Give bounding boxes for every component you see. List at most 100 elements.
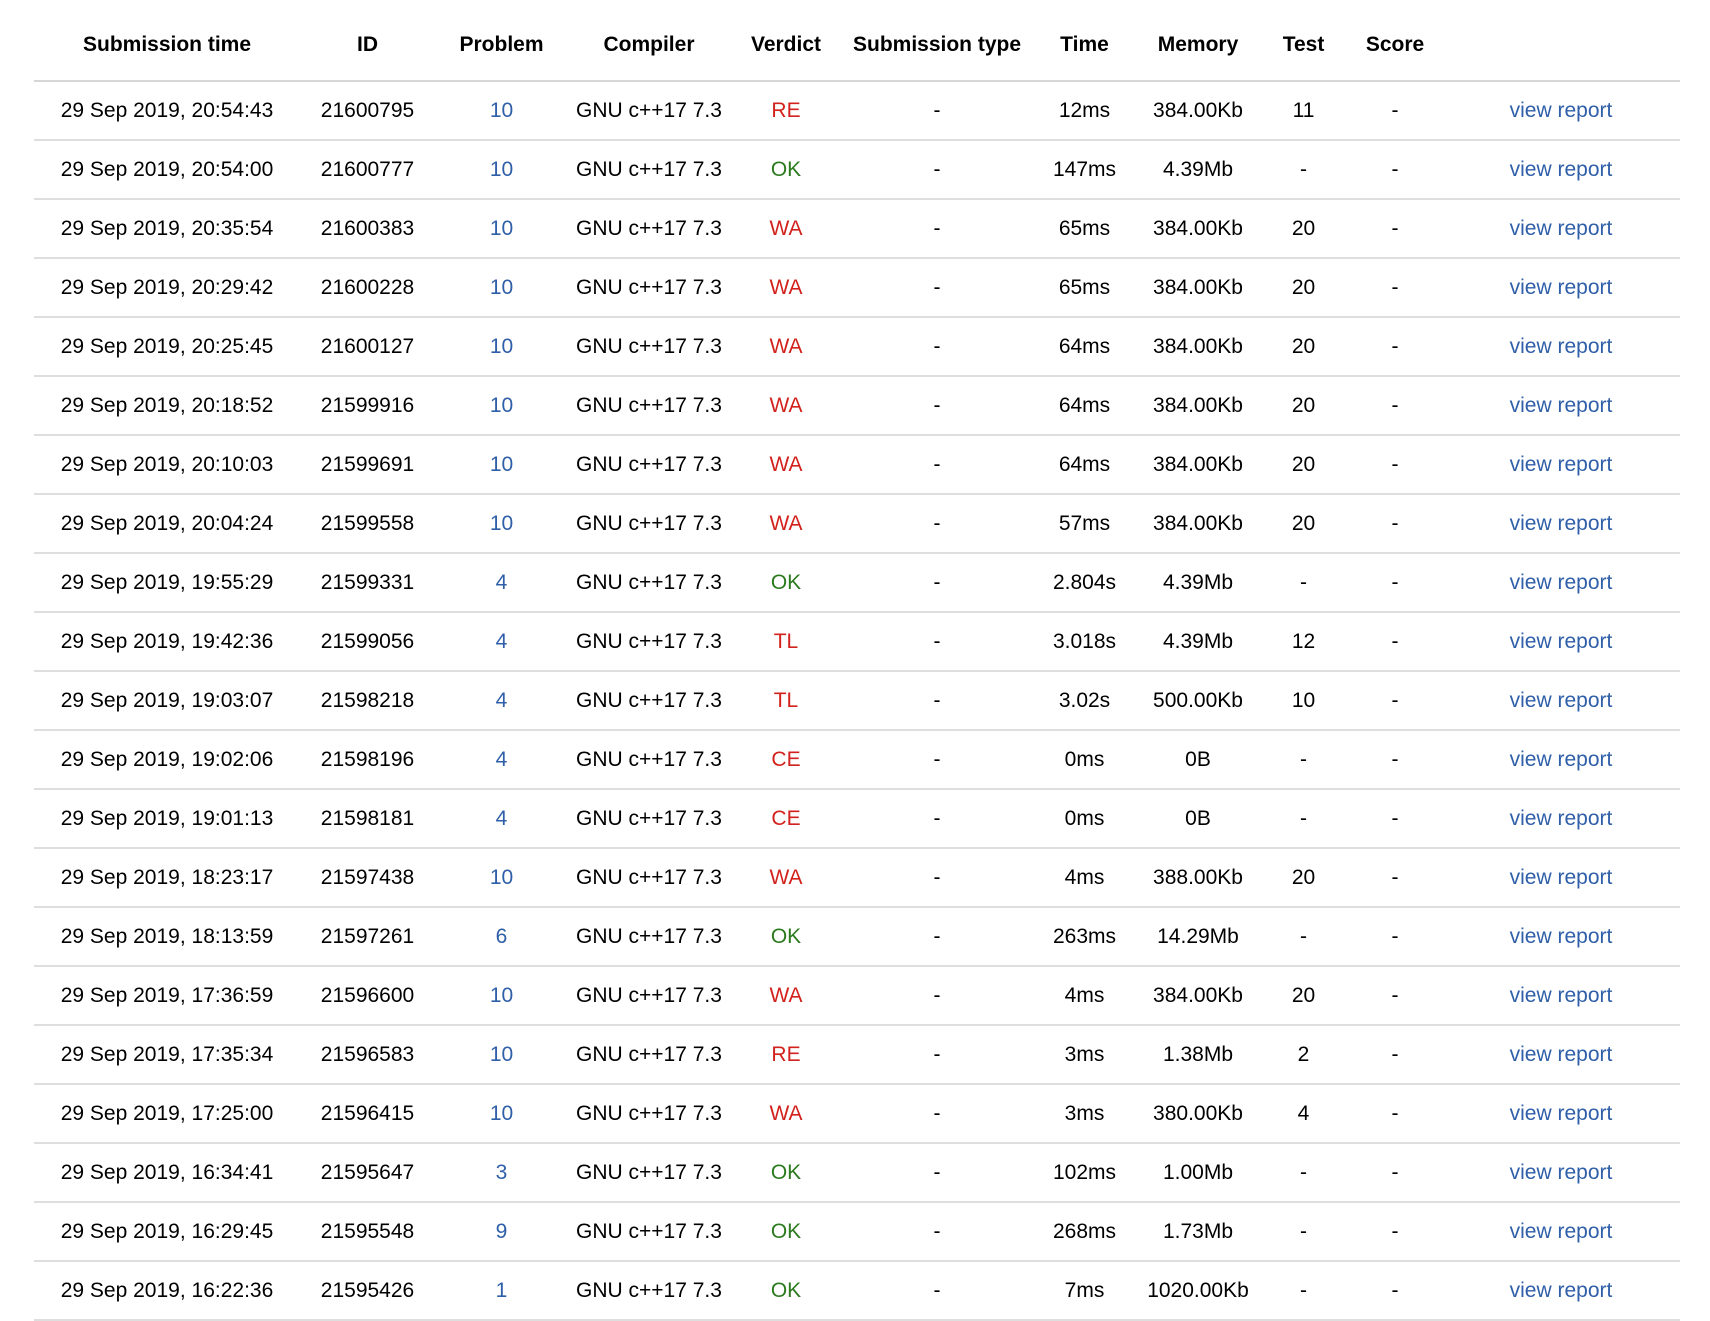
submission-id-cell: 21599056 [300,612,435,672]
submission-id-cell: 21598196 [300,730,435,790]
problem-link[interactable]: 10 [435,494,568,554]
table-row: 29 Sep 2019, 17:35:34 21596583 10 GNU c++17… [34,1025,1680,1085]
view-report-link[interactable]: view report [1442,671,1680,731]
compiler-cell: GNU c++17 7.3 [568,1261,730,1321]
problem-link[interactable]: 10 [435,435,568,495]
problem-link[interactable]: 9 [435,1202,568,1262]
test-cell: - [1259,1143,1348,1203]
verdict-cell: OK [730,140,842,200]
submission-id-cell: 21599916 [300,376,435,436]
submission-type-cell: - [842,81,1032,141]
score-cell: - [1348,199,1442,259]
view-report-link[interactable]: view report [1442,789,1680,849]
table-row: 29 Sep 2019, 20:35:54 21600383 10 GNU c++17… [34,199,1680,259]
submission-type-cell: - [842,1143,1032,1203]
compiler-cell: GNU c++17 7.3 [568,553,730,613]
view-report-link[interactable]: view report [1442,376,1680,436]
problem-link[interactable]: 10 [435,376,568,436]
problem-link[interactable]: 10 [435,1084,568,1144]
submission-time-cell: 29 Sep 2019, 18:13:59 [34,907,300,967]
view-report-link[interactable]: view report [1442,258,1680,318]
view-report-link[interactable]: view report [1442,317,1680,377]
view-report-link[interactable]: view report [1442,1261,1680,1321]
verdict-cell: RE [730,81,842,141]
submission-time-cell: 29 Sep 2019, 19:02:06 [34,730,300,790]
problem-link[interactable]: 4 [435,612,568,672]
submission-type-cell: - [842,612,1032,672]
compiler-cell: GNU c++17 7.3 [568,140,730,200]
submission-type-cell: - [842,730,1032,790]
table-row: 29 Sep 2019, 16:29:45 21595548 9 GNU c++17 … [34,1202,1680,1262]
compiler-cell: GNU c++17 7.3 [568,317,730,377]
problem-link[interactable]: 4 [435,789,568,849]
score-cell: - [1348,494,1442,554]
problem-link[interactable]: 4 [435,730,568,790]
time-cell: 3ms [1032,1084,1137,1144]
submission-type-cell: - [842,789,1032,849]
score-cell: - [1348,671,1442,731]
verdict-cell: WA [730,199,842,259]
submission-time-cell: 29 Sep 2019, 20:04:24 [34,494,300,554]
submission-type-cell: - [842,553,1032,613]
problem-link[interactable]: 10 [435,140,568,200]
test-cell: 4 [1259,1084,1348,1144]
score-cell: - [1348,1143,1442,1203]
submission-type-cell: - [842,494,1032,554]
submission-time-cell: 29 Sep 2019, 19:01:13 [34,789,300,849]
submission-time-cell: 29 Sep 2019, 19:42:36 [34,612,300,672]
view-report-link[interactable]: view report [1442,612,1680,672]
submission-time-cell: 29 Sep 2019, 17:35:34 [34,1025,300,1085]
verdict-cell: TL [730,671,842,731]
submission-id-cell: 21597261 [300,907,435,967]
table-row: 29 Sep 2019, 20:54:43 21600795 10 GNU c++17… [34,81,1680,141]
memory-cell: 1.73Mb [1137,1202,1259,1262]
view-report-link[interactable]: view report [1442,494,1680,554]
verdict-cell: TL [730,612,842,672]
view-report-link[interactable]: view report [1442,848,1680,908]
problem-link[interactable]: 1 [435,1261,568,1321]
compiler-cell: GNU c++17 7.3 [568,1025,730,1085]
view-report-link[interactable]: view report [1442,966,1680,1026]
verdict-cell: OK [730,553,842,613]
problem-link[interactable]: 10 [435,81,568,141]
memory-cell: 0B [1137,730,1259,790]
problem-link[interactable]: 10 [435,848,568,908]
verdict-cell: WA [730,1084,842,1144]
view-report-link[interactable]: view report [1442,1084,1680,1144]
problem-link[interactable]: 4 [435,553,568,613]
view-report-link[interactable]: view report [1442,1202,1680,1262]
view-report-link[interactable]: view report [1442,1143,1680,1203]
submission-time-cell: 29 Sep 2019, 16:22:36 [34,1261,300,1321]
view-report-link[interactable]: view report [1442,907,1680,967]
problem-link[interactable]: 10 [435,966,568,1026]
problem-link[interactable]: 6 [435,907,568,967]
verdict-cell: WA [730,494,842,554]
time-cell: 57ms [1032,494,1137,554]
submission-type-cell: - [842,671,1032,731]
problem-link[interactable]: 3 [435,1143,568,1203]
score-cell: - [1348,376,1442,436]
view-report-link[interactable]: view report [1442,553,1680,613]
submission-id-cell: 21599558 [300,494,435,554]
view-report-link[interactable]: view report [1442,435,1680,495]
problem-link[interactable]: 10 [435,258,568,318]
verdict-cell: WA [730,317,842,377]
view-report-link[interactable]: view report [1442,730,1680,790]
time-cell: 0ms [1032,730,1137,790]
test-cell: 10 [1259,671,1348,731]
submission-id-cell: 21597438 [300,848,435,908]
view-report-link[interactable]: view report [1442,199,1680,259]
problem-link[interactable]: 4 [435,671,568,731]
test-cell: - [1259,730,1348,790]
header-actions [1442,10,1680,82]
score-cell: - [1348,81,1442,141]
view-report-link[interactable]: view report [1442,1025,1680,1085]
problem-link[interactable]: 10 [435,317,568,377]
view-report-link[interactable]: view report [1442,81,1680,141]
verdict-cell: WA [730,258,842,318]
time-cell: 64ms [1032,435,1137,495]
view-report-link[interactable]: view report [1442,140,1680,200]
problem-link[interactable]: 10 [435,1025,568,1085]
table-row: 29 Sep 2019, 17:36:59 21596600 10 GNU c++17… [34,966,1680,1026]
problem-link[interactable]: 10 [435,199,568,259]
